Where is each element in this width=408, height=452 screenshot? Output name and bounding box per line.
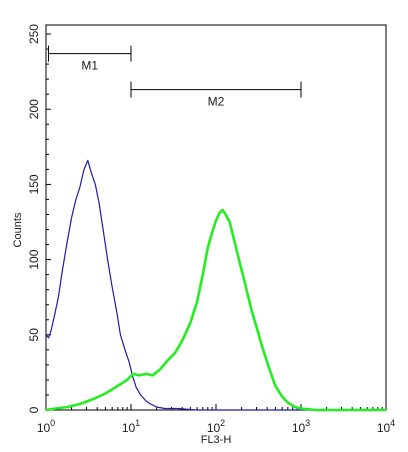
marker-label: M2 <box>208 95 225 109</box>
marker-label: M1 <box>81 59 98 73</box>
x-tick-label: 103 <box>292 418 310 435</box>
gate-markers: M1 M2 <box>47 45 302 109</box>
y-tick-label: 150 <box>27 174 41 194</box>
y-tick-label: 100 <box>27 249 41 269</box>
x-tick-label: 100 <box>37 418 55 435</box>
y-axis-title: Counts <box>12 212 24 247</box>
x-tick-base: 10 <box>292 421 306 435</box>
x-tick-label: 102 <box>207 418 225 435</box>
x-tick-label: 101 <box>122 418 140 435</box>
y-tick-label: 200 <box>27 99 41 119</box>
series-layer <box>45 159 386 412</box>
x-tick-exponent: 4 <box>390 418 395 428</box>
x-tick-exponent: 1 <box>135 418 140 428</box>
x-tick-base: 10 <box>37 421 51 435</box>
x-tick-exponent: 0 <box>50 418 55 428</box>
x-tick-base: 10 <box>122 421 136 435</box>
x-axis-ticks: 100 101 102 103 104 <box>37 404 395 435</box>
x-tick-exponent: 3 <box>305 418 310 428</box>
y-tick-label: 0 <box>27 406 41 413</box>
x-tick-base: 10 <box>377 421 391 435</box>
x-tick-exponent: 2 <box>220 418 225 428</box>
x-tick-base: 10 <box>207 421 221 435</box>
x-tick-label: 104 <box>377 418 395 435</box>
y-axis-ticks: 0 50 100 150 200 250 <box>27 24 51 413</box>
y-tick-label: 250 <box>27 24 41 44</box>
x-axis-title: FL3-H <box>201 434 232 446</box>
y-tick-label: 50 <box>27 328 41 342</box>
series-line-blue <box>45 159 386 411</box>
series-line-green <box>45 208 386 412</box>
